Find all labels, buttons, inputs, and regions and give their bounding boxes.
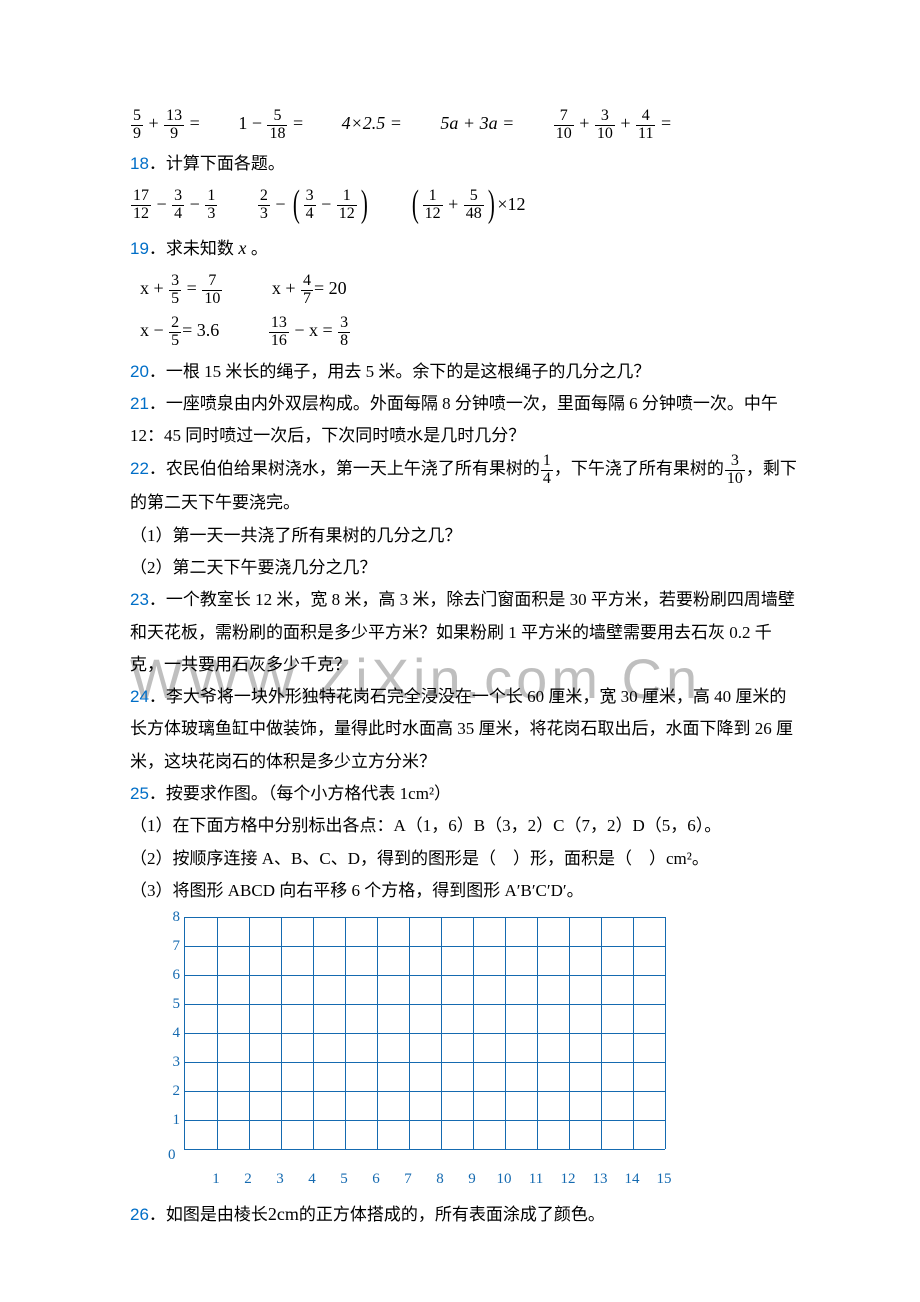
x-axis-label: 4 bbox=[308, 1165, 316, 1194]
q19-row2: x − 25= 3.6 1316 − x = 38 bbox=[130, 313, 920, 349]
q23-l2: 和天花板，需粉刷的面积是多少平方米？如果粉刷 1 平方米的墙壁需要用去石灰 0.… bbox=[130, 617, 920, 649]
q24-l2: 长方体玻璃鱼缸中做装饰，量得此时水面高 35 厘米，将花岗石取出后，水面下降到 … bbox=[130, 713, 920, 745]
qnum-21: 21 bbox=[130, 394, 149, 413]
qnum-25: 25 bbox=[130, 784, 149, 803]
q23-l1: 23．一个教室长 12 米，宽 8 米，高 3 米，除去门窗面积是 30 平方米… bbox=[130, 584, 920, 616]
y-axis-label: 1 bbox=[164, 1106, 180, 1135]
x-axis-label: 8 bbox=[436, 1165, 444, 1194]
qnum-19: 19 bbox=[130, 239, 149, 258]
y-axis-label: 2 bbox=[164, 1077, 180, 1106]
x-axis-label: 10 bbox=[497, 1165, 512, 1194]
x-axis-label: 9 bbox=[468, 1165, 476, 1194]
q21-l2: 12：45 同时喷过一次后，下次同时喷水是几时几分？ bbox=[130, 420, 920, 452]
x-axis-label: 3 bbox=[276, 1165, 284, 1194]
x-axis-label: 11 bbox=[529, 1165, 543, 1194]
qnum-23: 23 bbox=[130, 590, 149, 609]
x-axis-label: 6 bbox=[372, 1165, 380, 1194]
q23-l3: 克，一共要用石灰多少千克？ bbox=[130, 649, 920, 681]
q22-s2: （2）第二天下午要浇几分之几？ bbox=[130, 552, 920, 584]
x-axis-label: 12 bbox=[561, 1165, 576, 1194]
q24-l3: 米，这块花岗石的体积是多少立方分米？ bbox=[130, 746, 920, 778]
y-axis-label: 5 bbox=[164, 990, 180, 1019]
x-axis-label: 2 bbox=[244, 1165, 252, 1194]
q24-l1: 24．李大爷将一块外形独特花岗石完全浸没在一个长 60 厘米，宽 30 厘米，高… bbox=[130, 681, 920, 713]
q25-s2: （2）按顺序连接 A、B、C、D，得到的图形是（ ）形，面积是（ ）cm²。 bbox=[130, 843, 920, 875]
x-axis-label: 14 bbox=[625, 1165, 640, 1194]
q18-expressions: 1712 − 34 − 13 23 − (34 − 112) (112 + 54… bbox=[130, 187, 920, 225]
eq-row-top: 59 + 139 = 1 − 518 = 4×2.5 = 5a + 3a = 7… bbox=[130, 106, 920, 142]
q25-s3: （3）将图形 ABCD 向右平移 6 个方格，得到图形 A′B′C′D′。 bbox=[130, 875, 920, 907]
q25-s1: （1）在下面方格中分别标出各点：A（1，6）B（3，2）C（7，2）D（5，6）… bbox=[130, 810, 920, 842]
frac: 59 bbox=[131, 108, 143, 143]
x-axis-label: 1 bbox=[212, 1165, 220, 1194]
x-axis-label: 7 bbox=[404, 1165, 412, 1194]
q26-l1: 26．如图是由棱长2cm的正方体搭成的，所有表面涂成了颜色。 bbox=[130, 1197, 920, 1231]
y-axis-label: 6 bbox=[164, 961, 180, 990]
qnum-26: 26 bbox=[130, 1205, 149, 1224]
qnum-20: 20 bbox=[130, 362, 149, 381]
y-axis-label: 7 bbox=[164, 932, 180, 961]
expr: 4×2.5 = bbox=[342, 113, 402, 133]
qnum-24: 24 bbox=[130, 687, 149, 706]
y-axis-label: 3 bbox=[164, 1048, 180, 1077]
y-axis-label: 8 bbox=[164, 903, 180, 932]
x-axis-label: 13 bbox=[593, 1165, 608, 1194]
q22-l1: 22．农民伯伯给果树浇水，第一天上午浇了所有果树的14，下午浇了所有果树的310… bbox=[130, 453, 920, 488]
grid-chart: 0 12345678123456789101112131415 bbox=[140, 913, 680, 1173]
q22-l2: 的第二天下午要浇完。 bbox=[130, 487, 920, 519]
q18-title: 18．计算下面各题。 bbox=[130, 148, 920, 180]
q21-l1: 21．一座喷泉由内外双层构成。外面每隔 8 分钟喷一次，里面每隔 6 分钟喷一次… bbox=[130, 388, 920, 420]
qnum-18: 18 bbox=[130, 154, 149, 173]
expr: 5a + 3a = bbox=[440, 113, 514, 133]
axis-origin-label: 0 bbox=[168, 1141, 176, 1170]
page-content: 59 + 139 = 1 − 518 = 4×2.5 = 5a + 3a = 7… bbox=[130, 106, 920, 1232]
q19-row1: x + 35 = 710 x + 47= 20 bbox=[130, 271, 920, 307]
qnum-22: 22 bbox=[130, 459, 149, 478]
x-axis-label: 5 bbox=[340, 1165, 348, 1194]
q22-s1: （1）第一天一共浇了所有果树的几分之几？ bbox=[130, 520, 920, 552]
q19-title: 19．求未知数 x 。 bbox=[130, 231, 920, 265]
x-axis-label: 15 bbox=[657, 1165, 672, 1194]
q25-l1: 25．按要求作图。（每个小方格代表 1cm²） bbox=[130, 778, 920, 810]
y-axis-label: 4 bbox=[164, 1019, 180, 1048]
q20: 20．一根 15 米长的绳子，用去 5 米。余下的是这根绳子的几分之几？ bbox=[130, 356, 920, 388]
